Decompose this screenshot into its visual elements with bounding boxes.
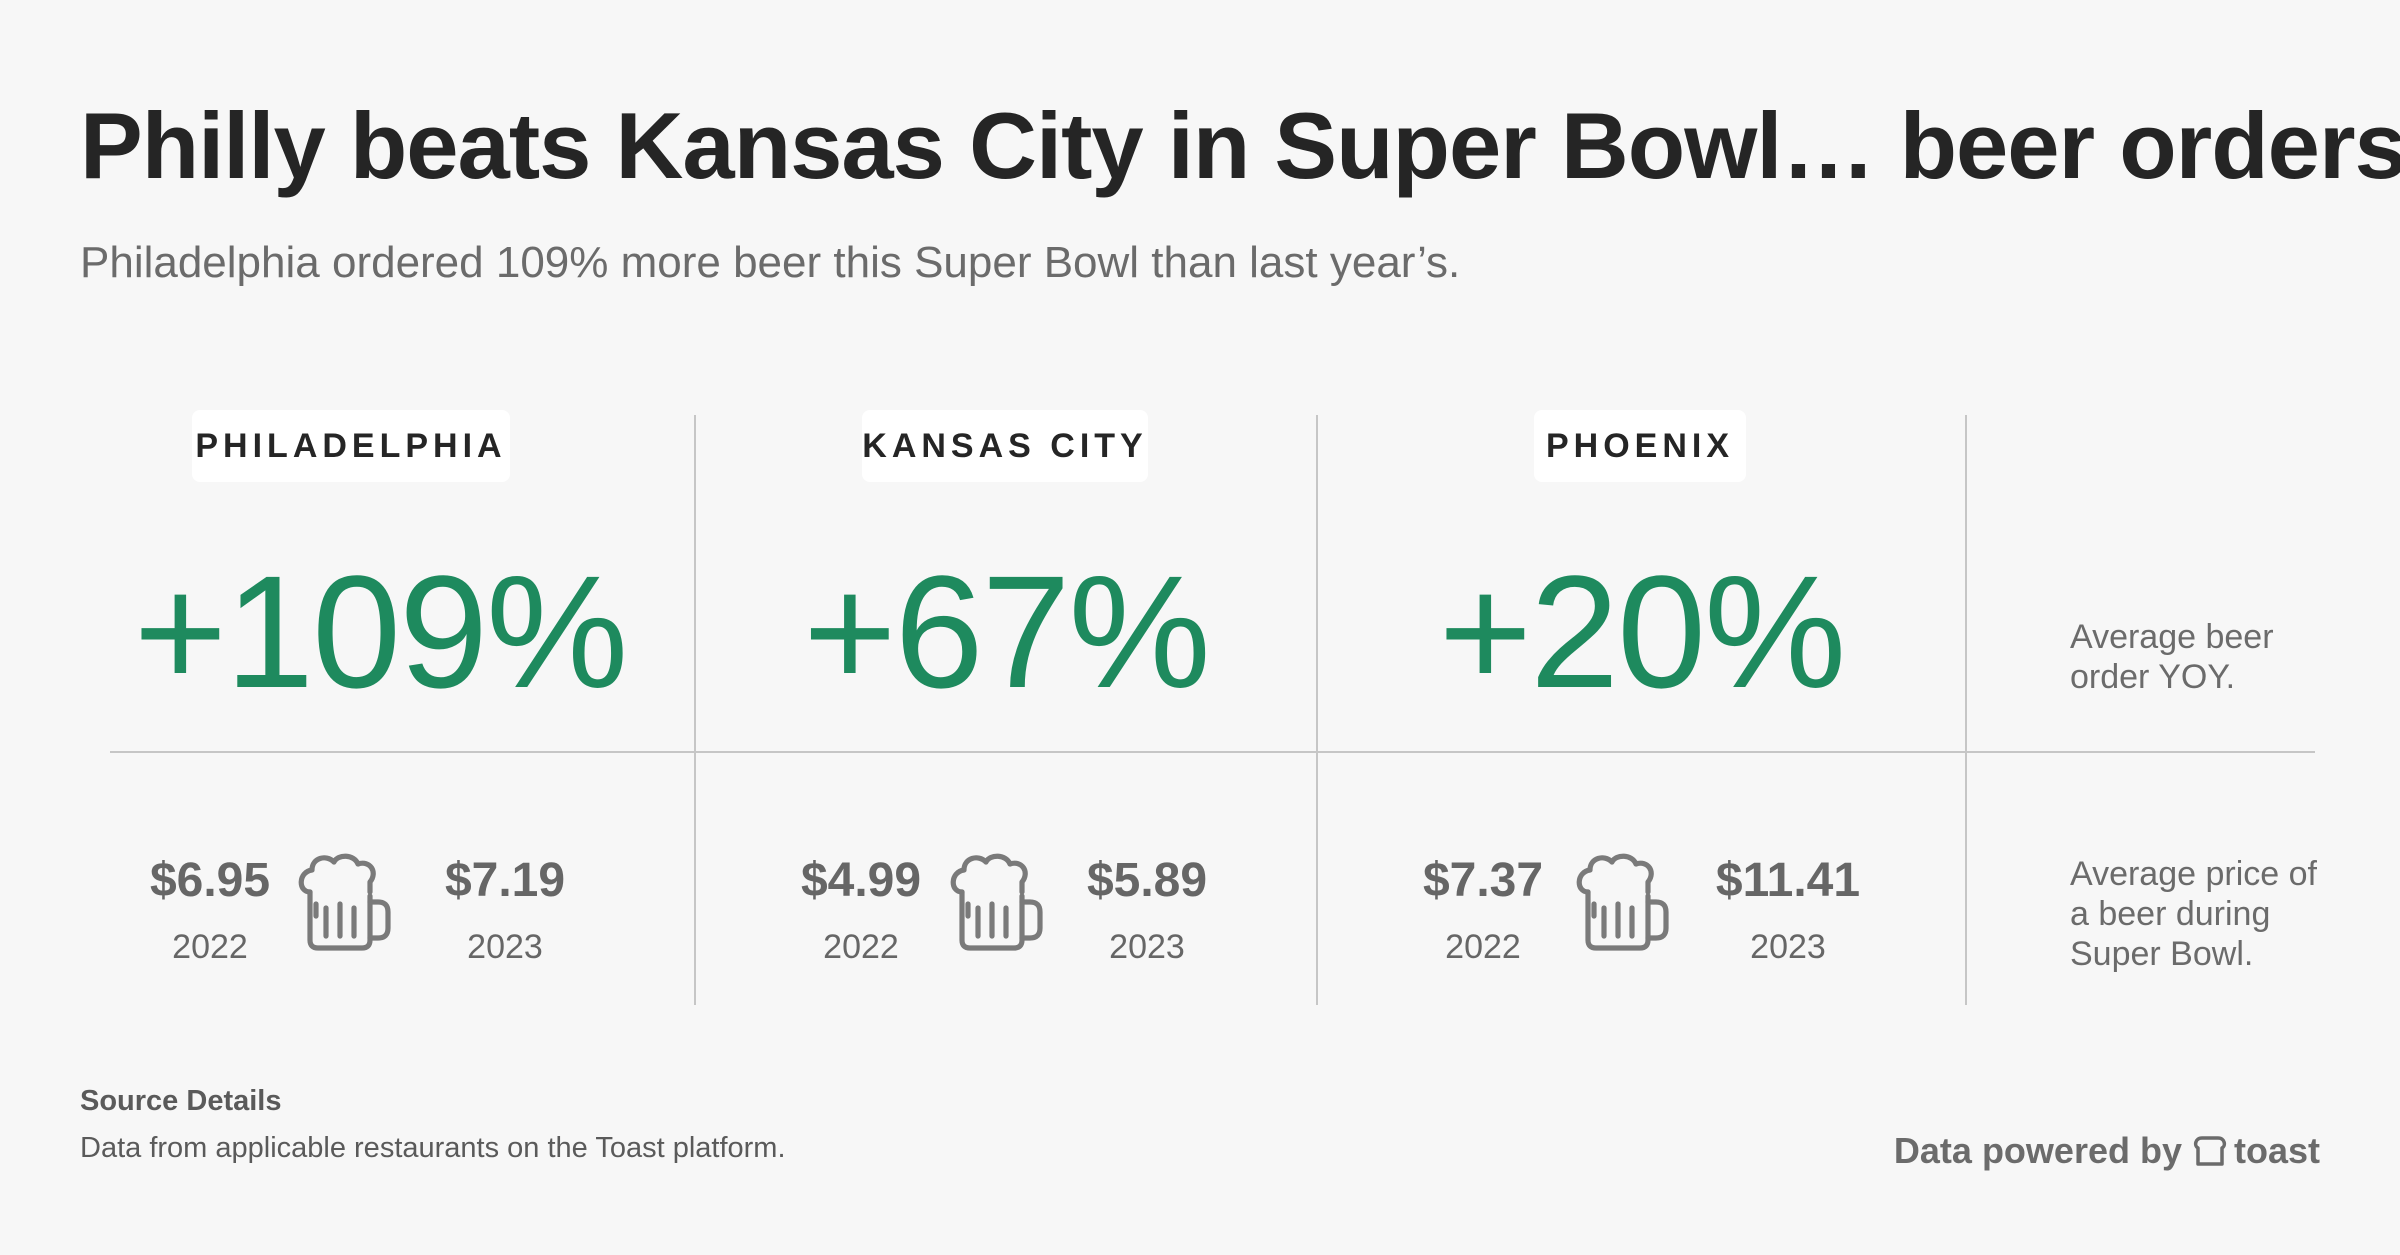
- yoy-percentage: +67%: [803, 542, 1211, 721]
- city-label: KANSAS CITY: [862, 410, 1148, 482]
- price-2022: $4.99: [800, 854, 922, 907]
- price-2022: $7.37: [1422, 854, 1544, 907]
- source-text: Data from applicable restaurants on the …: [80, 1132, 786, 1164]
- year-2023: 2023: [1109, 928, 1185, 966]
- note-line: order YOY.: [2070, 658, 2236, 696]
- year-2022: 2022: [823, 928, 899, 966]
- price-2023: $5.89: [1086, 854, 1208, 907]
- powered-by-label: Data powered by: [1893, 1130, 2182, 1171]
- powered-by: Data powered by toast: [1894, 1130, 2320, 1172]
- note-line: a beer during: [2070, 895, 2271, 933]
- row-divider: [110, 751, 2315, 753]
- beer-mug-icon: [1576, 853, 1669, 951]
- note-line: Super Bowl.: [2070, 935, 2254, 973]
- price-2023: $11.41: [1715, 854, 1861, 907]
- page-subtitle: Philadelphia ordered 109% more beer this…: [80, 238, 1461, 287]
- city-column-philadelphia: PHILADELPHIA +109% $6.95 2022 $7.19 2023: [110, 0, 694, 1255]
- source-title: Source Details: [80, 1085, 282, 1117]
- yoy-percentage: +109%: [133, 542, 629, 721]
- note-line: Average price of: [2070, 855, 2317, 893]
- beer-mug-icon: [298, 853, 391, 951]
- city-column-phoenix: PHOENIX +20% $7.37 2022 $11.41 2023: [1318, 0, 1965, 1255]
- brand-name: toast: [2233, 1130, 2320, 1171]
- column-divider: [1316, 415, 1318, 1005]
- city-label: PHOENIX: [1534, 410, 1746, 482]
- price-2022: $6.95: [149, 854, 271, 907]
- toast-brand: toast: [2192, 1130, 2320, 1172]
- column-divider: [1965, 415, 1967, 1005]
- yoy-percentage: +20%: [1438, 542, 1847, 721]
- page-title: Philly beats Kansas City in Super Bowl… …: [80, 93, 2400, 198]
- price-note: Average price of a beer during Super Bow…: [2070, 854, 2330, 974]
- year-2022: 2022: [1445, 928, 1521, 966]
- city-column-kansas-city: KANSAS CITY +67% $4.99 2022 $5.89 2023: [696, 0, 1316, 1255]
- note-line: Average beer: [2070, 618, 2274, 656]
- year-2023: 2023: [467, 928, 543, 966]
- year-2023: 2023: [1750, 928, 1826, 966]
- city-label: PHILADELPHIA: [192, 410, 510, 482]
- price-2023: $7.19: [444, 854, 566, 907]
- yoy-note: Average beer order YOY.: [2070, 617, 2330, 697]
- column-divider: [694, 415, 696, 1005]
- toast-logo-icon: [2193, 1136, 2227, 1166]
- beer-mug-icon: [950, 853, 1043, 951]
- year-2022: 2022: [172, 928, 248, 966]
